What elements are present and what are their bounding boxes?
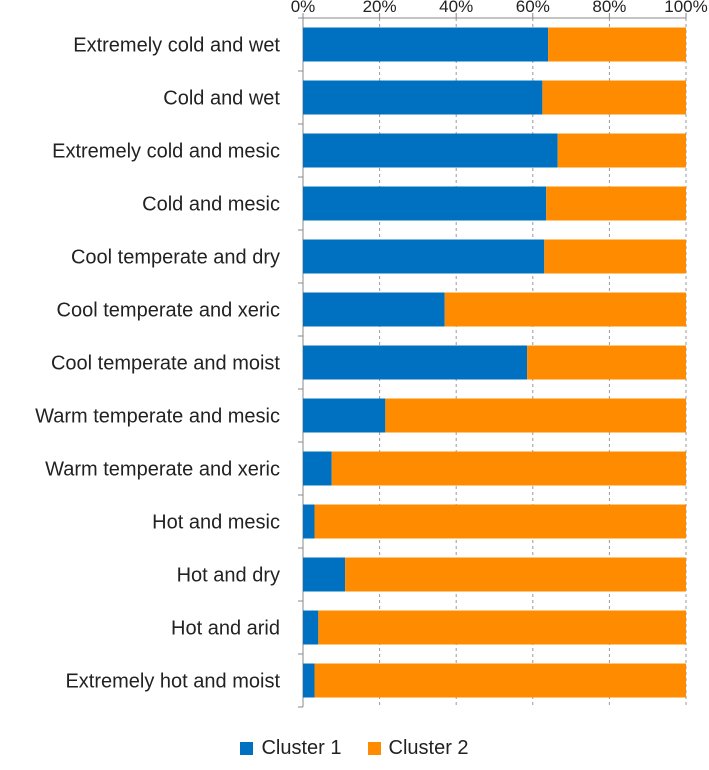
- x-tick-label: 60%: [516, 0, 550, 16]
- legend-item-cluster-2: Cluster 2: [367, 737, 469, 760]
- bar-cluster-2: [345, 557, 686, 592]
- bar-cluster-1: [303, 133, 558, 168]
- bar-cluster-1: [303, 663, 315, 698]
- category-label: Hot and dry: [177, 565, 280, 587]
- category-label: Warm temperate and xeric: [45, 459, 280, 481]
- bar-cluster-1: [303, 186, 547, 221]
- category-label: Cool temperate and xeric: [57, 300, 280, 322]
- legend-item-cluster-1: Cluster 1: [240, 737, 342, 760]
- bar-cluster-2: [546, 186, 686, 221]
- category-label: Cool temperate and dry: [71, 247, 280, 269]
- category-label: Hot and mesic: [152, 512, 280, 534]
- x-tick-label: 40%: [439, 0, 473, 16]
- legend-label-cluster-1: Cluster 1: [261, 737, 342, 759]
- bar-cluster-2: [314, 663, 686, 698]
- category-label: Extremely cold and wet: [73, 35, 280, 57]
- category-label: Cold and wet: [163, 88, 280, 110]
- x-tick-label: 100%: [664, 0, 707, 16]
- bar-cluster-2: [314, 504, 686, 539]
- bar-cluster-2: [548, 27, 686, 62]
- x-tick-label: 0%: [291, 0, 316, 16]
- category-label: Cold and mesic: [142, 194, 280, 216]
- bar-cluster-1: [303, 451, 332, 486]
- category-label: Cool temperate and moist: [51, 353, 280, 375]
- bar-cluster-1: [303, 27, 549, 62]
- bar-cluster-1: [303, 398, 386, 433]
- bar-cluster-1: [303, 345, 528, 380]
- bar-cluster-2: [331, 451, 686, 486]
- bar-cluster-1: [303, 80, 543, 115]
- legend-swatch-cluster-1: [240, 742, 254, 755]
- x-tick-label: 20%: [363, 0, 397, 16]
- category-label: Extremely cold and mesic: [52, 141, 280, 163]
- bar-cluster-1: [303, 557, 346, 592]
- legend: Cluster 1 Cluster 2: [0, 737, 709, 760]
- x-tick-label: 80%: [592, 0, 626, 16]
- bar-cluster-2: [444, 292, 686, 327]
- legend-swatch-cluster-2: [367, 742, 381, 755]
- category-label: Hot and arid: [171, 618, 280, 640]
- bar-cluster-1: [303, 504, 315, 539]
- category-label: Warm temperate and mesic: [35, 406, 280, 428]
- bar-cluster-2: [385, 398, 686, 433]
- bar-cluster-2: [542, 80, 686, 115]
- bar-cluster-1: [303, 239, 545, 274]
- category-label: Extremely hot and moist: [65, 671, 280, 693]
- bar-cluster-2: [544, 239, 686, 274]
- bar-cluster-2: [527, 345, 686, 380]
- stacked-bar-chart: 0% 20% 40% 60% 80% 100% Extremely cold and wet…: [35, 0, 708, 708]
- bar-cluster-1: [303, 292, 445, 327]
- bar-cluster-2: [318, 610, 686, 645]
- bar-cluster-2: [557, 133, 686, 168]
- legend-label-cluster-2: Cluster 2: [388, 737, 469, 759]
- bar-cluster-1: [303, 610, 319, 645]
